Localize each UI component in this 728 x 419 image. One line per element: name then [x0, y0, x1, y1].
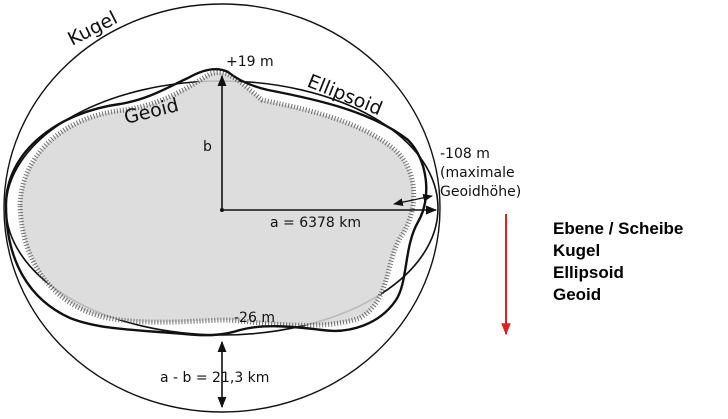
bottom-offset-label: -26 m [234, 310, 275, 326]
a-label: a = 6378 km [270, 215, 361, 231]
b-label: b [203, 139, 212, 155]
list-item-ellipsoid: Ellipsoid [553, 263, 624, 282]
sphere-outline [3, 3, 441, 413]
max-geoid-note-line2: Geoidhöhe) [440, 184, 521, 200]
a-minus-b-label: a - b = 21,3 km [160, 370, 269, 386]
geoid-outline [4, 67, 428, 337]
max-geoid-note-line1: (maximale [440, 165, 515, 181]
center-point [220, 208, 224, 212]
list-item-geoid: Geoid [553, 285, 602, 304]
top-offset-label: +19 m [226, 54, 274, 70]
earth-model-list: Ebene / Scheibe Kugel Ellipsoid Geoid [553, 218, 683, 306]
right-offset-label: -108 m [440, 146, 490, 162]
ellipsoid-label: Ellipsoid [304, 70, 385, 120]
max-geoid-height-arrow [393, 193, 433, 207]
list-item-sphere: Kugel [553, 241, 601, 260]
list-item-plane: Ebene / Scheibe [553, 219, 684, 238]
